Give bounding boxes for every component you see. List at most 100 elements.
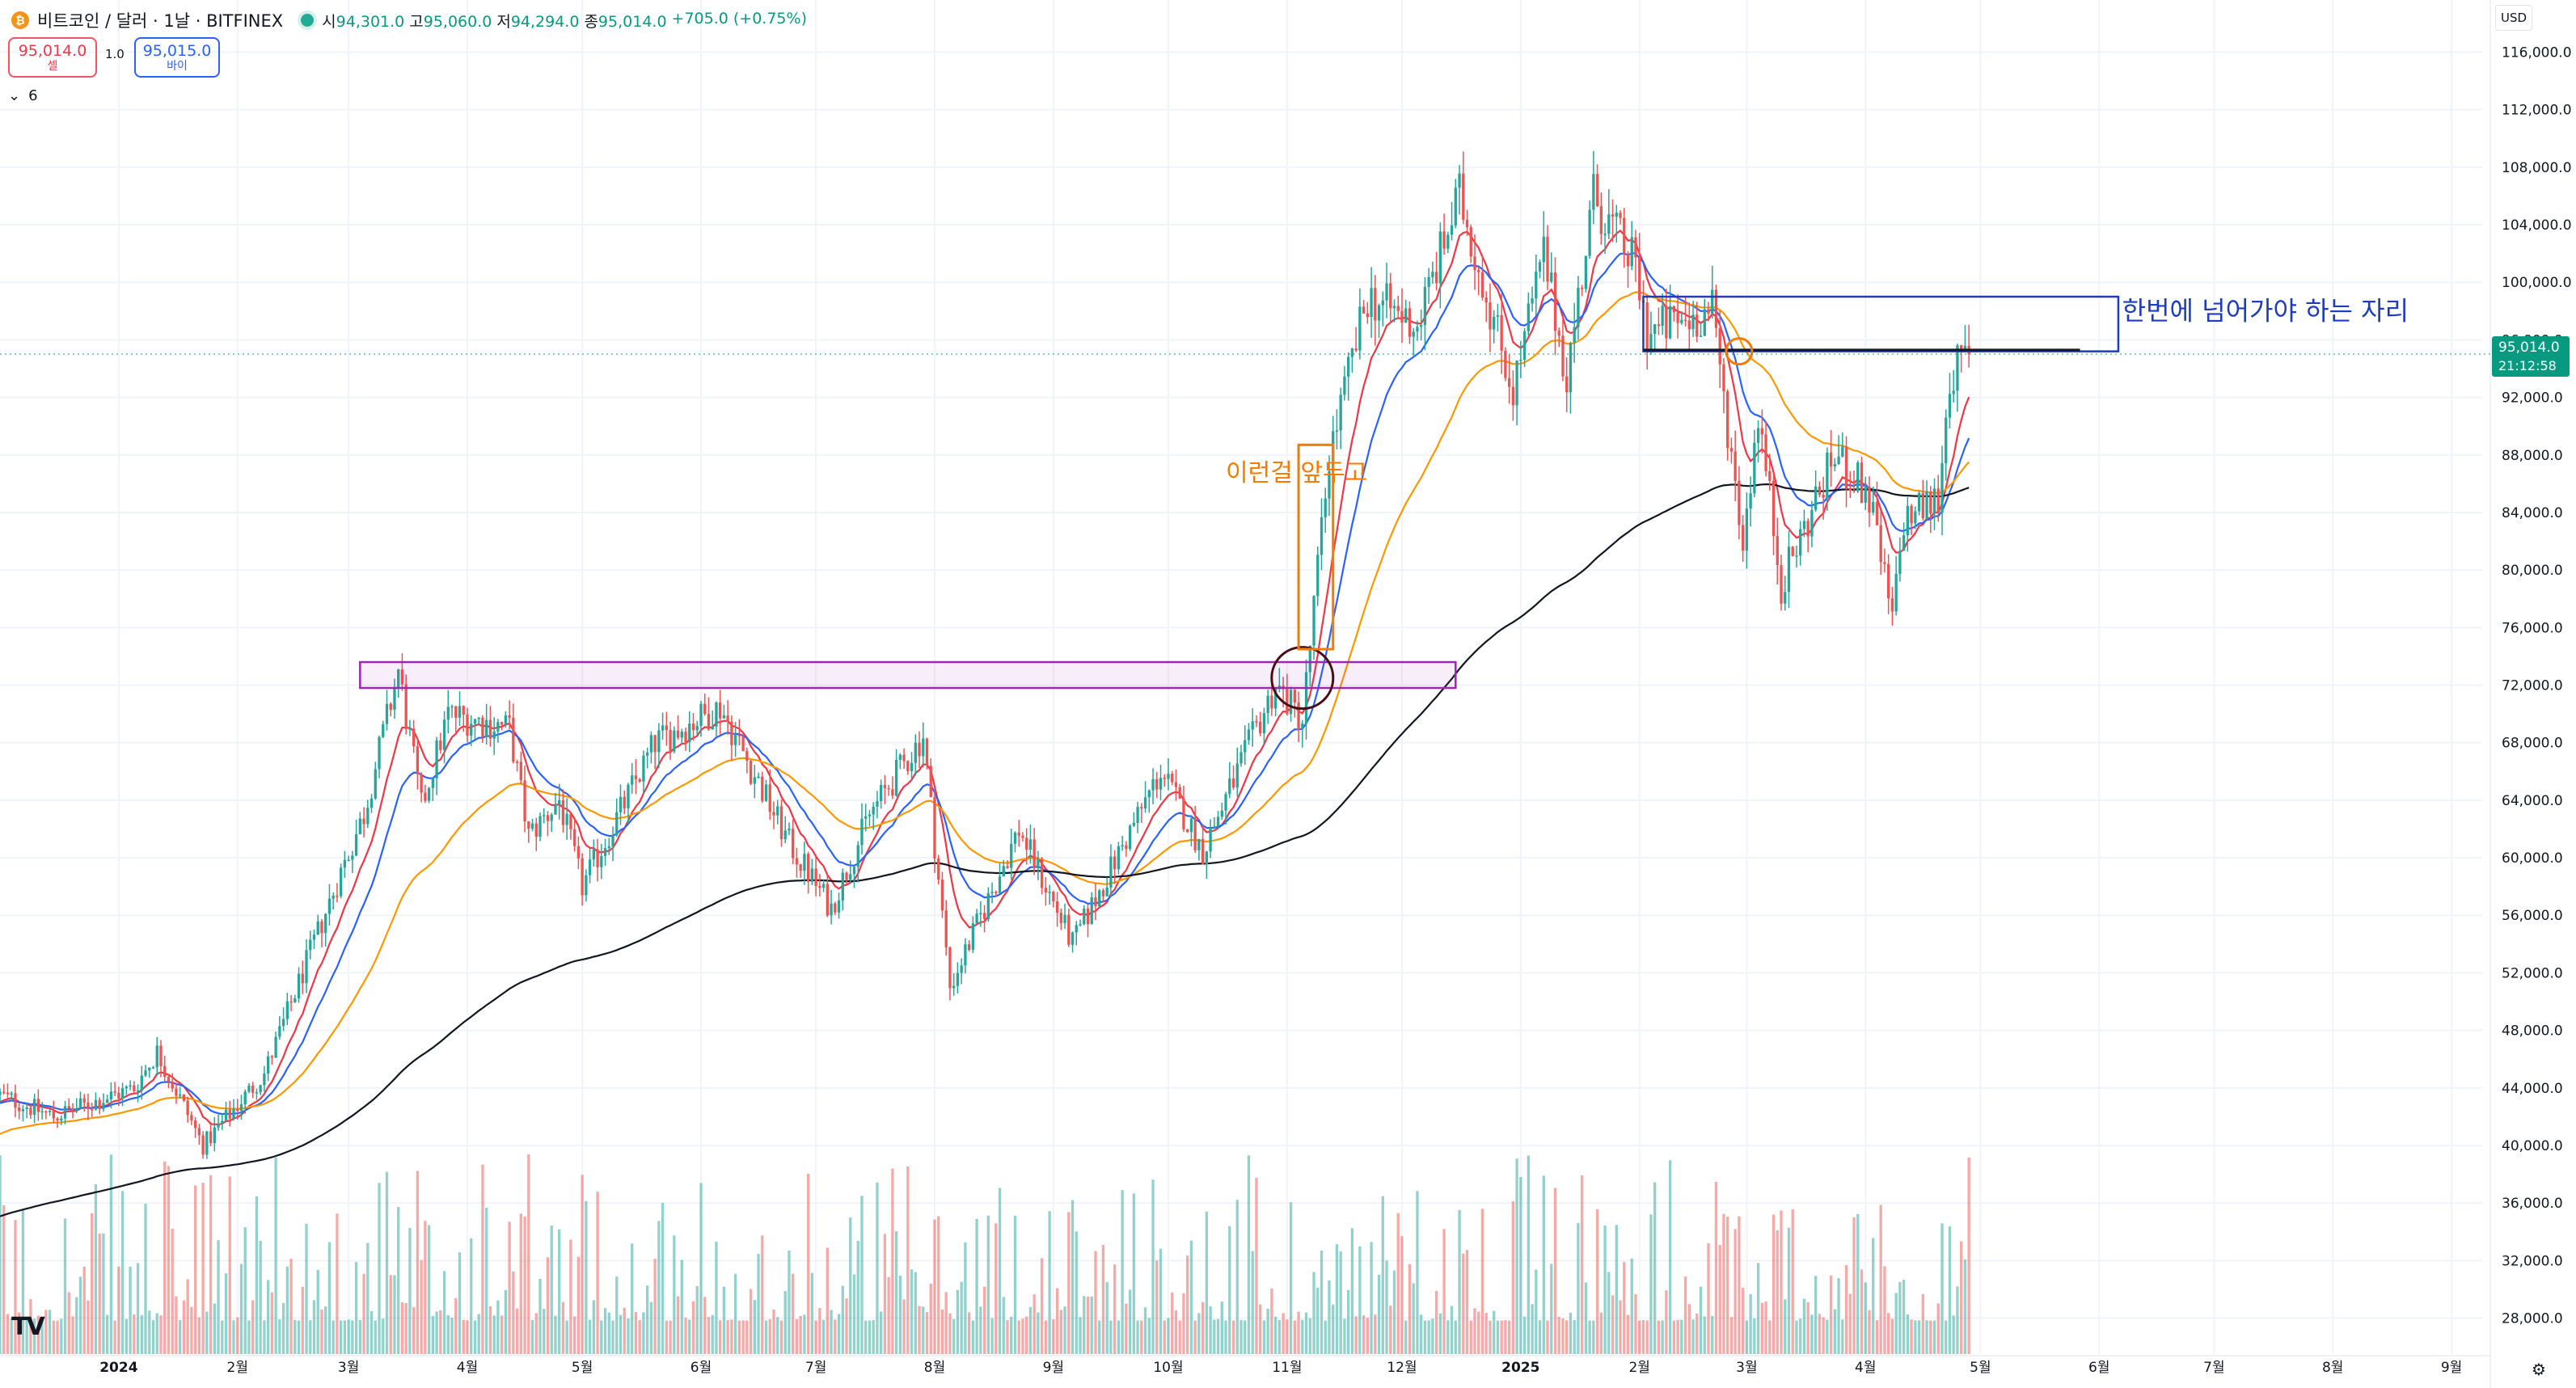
volume-bar bbox=[737, 1320, 741, 1354]
candle-body bbox=[1362, 306, 1366, 314]
volume-bar bbox=[1434, 1290, 1438, 1354]
volume-bar bbox=[860, 1196, 864, 1354]
volume-bar bbox=[550, 1226, 553, 1354]
candle-body bbox=[1213, 826, 1216, 828]
y-tick-label: 112,000.0 bbox=[2502, 103, 2572, 119]
candle-body bbox=[0, 1091, 2, 1095]
volume-bar bbox=[1400, 1236, 1404, 1354]
volume-bar bbox=[420, 1259, 423, 1354]
candle-body bbox=[420, 774, 423, 793]
volume-bar bbox=[18, 1312, 21, 1354]
volume-bar bbox=[397, 1207, 400, 1354]
volume-bar bbox=[470, 1238, 473, 1354]
volume-bar bbox=[1125, 1303, 1128, 1354]
candle-body bbox=[680, 732, 683, 738]
candle-body bbox=[1090, 897, 1093, 925]
volume-bar bbox=[1615, 1225, 1618, 1354]
tradingview-logo-icon[interactable]: TV bbox=[11, 1313, 45, 1341]
volume-bar bbox=[1128, 1289, 1132, 1354]
sell-button[interactable]: 95,014.0 셀 bbox=[8, 37, 97, 78]
y-tick-label: 56,000.0 bbox=[2502, 908, 2563, 924]
candle-body bbox=[1224, 794, 1227, 811]
candle-body bbox=[1098, 890, 1101, 906]
volume-bar bbox=[1473, 1308, 1476, 1354]
volume-bar bbox=[416, 1171, 420, 1354]
candle-body bbox=[1952, 390, 1955, 394]
candle-body bbox=[1764, 434, 1767, 471]
volume-bar bbox=[814, 1320, 817, 1354]
candle-body bbox=[44, 1111, 48, 1113]
volume-bar bbox=[120, 1191, 125, 1354]
candle-body bbox=[217, 1124, 220, 1128]
volume-bar bbox=[1603, 1225, 1607, 1354]
candle-body bbox=[1645, 302, 1649, 352]
bitcoin-icon[interactable]: ₿ bbox=[11, 11, 29, 29]
volume-bar bbox=[1760, 1302, 1763, 1354]
candle-body bbox=[856, 845, 859, 867]
volume-bar bbox=[1507, 1320, 1511, 1354]
volume-bar bbox=[661, 1202, 665, 1354]
volume-bar bbox=[543, 1309, 546, 1354]
volume-bar bbox=[894, 1231, 898, 1354]
volume-bar bbox=[634, 1311, 638, 1354]
candle-body bbox=[36, 1099, 40, 1112]
volume-bar bbox=[1741, 1288, 1745, 1354]
volume-bar bbox=[1837, 1278, 1840, 1354]
y-tick-label: 76,000.0 bbox=[2502, 620, 2563, 636]
volume-bar bbox=[1255, 1178, 1258, 1354]
sell-label: 셀 bbox=[47, 60, 58, 73]
candle-body bbox=[266, 1056, 270, 1074]
buy-button[interactable]: 95,015.0 바이 bbox=[134, 37, 220, 78]
x-tick-label: 5월 bbox=[1970, 1360, 1991, 1376]
currency-button[interactable]: USD bbox=[2495, 5, 2532, 31]
candle-body bbox=[82, 1098, 86, 1103]
volume-bar bbox=[1343, 1318, 1346, 1354]
candle-body bbox=[1844, 446, 1848, 488]
volume-bar bbox=[446, 1314, 450, 1354]
volume-bar bbox=[1887, 1313, 1890, 1354]
candle-body bbox=[1535, 271, 1538, 299]
candle-body bbox=[1136, 807, 1139, 823]
candle-body bbox=[1795, 555, 1798, 557]
candle-body bbox=[611, 834, 614, 846]
candle-body bbox=[1661, 306, 1664, 327]
volume-bar bbox=[389, 1275, 392, 1354]
candle-body bbox=[1075, 925, 1078, 933]
volume-bar bbox=[10, 1318, 13, 1354]
candle-body bbox=[113, 1091, 116, 1093]
volume-bar bbox=[1013, 1215, 1017, 1354]
candle-body bbox=[1668, 306, 1672, 339]
symbol-title[interactable]: 비트코인 / 달러 · 1날 · BITFINEX bbox=[37, 11, 284, 31]
volume-bar bbox=[351, 1320, 354, 1354]
candle-body bbox=[581, 858, 584, 896]
volume-bar bbox=[1101, 1244, 1105, 1354]
volume-bar bbox=[1787, 1227, 1791, 1354]
candle-body bbox=[492, 731, 496, 739]
volume-bar bbox=[182, 1300, 186, 1354]
candle-body bbox=[1833, 464, 1836, 467]
ohlc-open: 시94,301.0 bbox=[322, 12, 405, 31]
volume-bar bbox=[1155, 1260, 1159, 1354]
volume-bar bbox=[228, 1176, 231, 1354]
candle-body bbox=[324, 913, 327, 934]
volume-bar bbox=[1228, 1226, 1231, 1354]
candle-body bbox=[1201, 838, 1205, 864]
volume-bar bbox=[56, 1320, 59, 1354]
candle-body bbox=[1067, 914, 1071, 945]
volume-bar bbox=[837, 1314, 841, 1354]
indicator-toggle[interactable]: ⌄ 6 bbox=[8, 87, 38, 104]
volume-bar bbox=[1083, 1296, 1086, 1354]
candle-body bbox=[792, 829, 795, 859]
volume-bar bbox=[1412, 1283, 1415, 1354]
volume-bar bbox=[990, 1318, 994, 1354]
candle-body bbox=[1634, 237, 1637, 258]
chevron-down-icon[interactable]: ⌄ bbox=[8, 87, 21, 104]
gear-icon[interactable]: ⚙ bbox=[2532, 1360, 2546, 1379]
candle-body bbox=[125, 1086, 129, 1089]
candle-body bbox=[362, 818, 365, 825]
volume-bar bbox=[466, 1320, 469, 1354]
candle-body bbox=[1960, 345, 1963, 349]
volume-bar bbox=[1557, 1317, 1560, 1354]
candle-body bbox=[998, 876, 1002, 893]
